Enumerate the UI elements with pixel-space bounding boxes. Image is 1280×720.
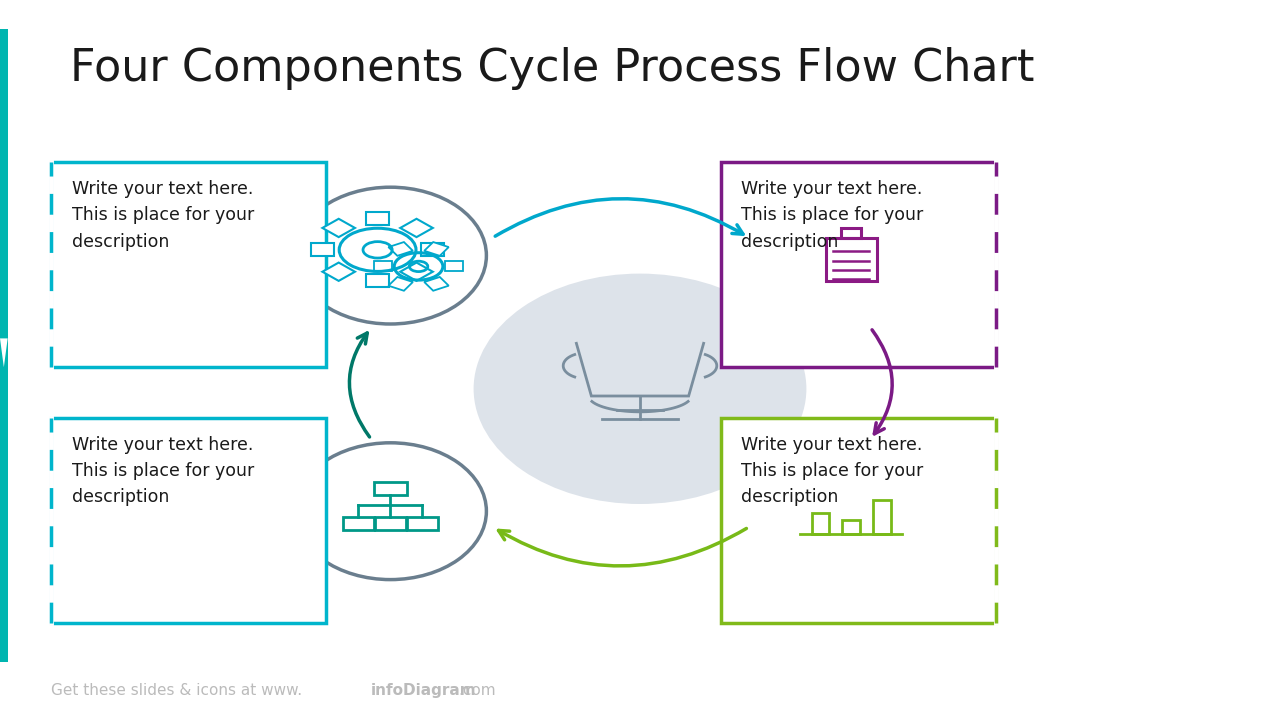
Text: Write your text here.
This is place for your
description: Write your text here. This is place for … bbox=[72, 180, 253, 251]
Bar bbox=[401, 263, 433, 281]
Bar bbox=[323, 219, 355, 237]
Bar bbox=[424, 242, 449, 256]
Bar bbox=[311, 243, 334, 256]
Bar bbox=[343, 517, 374, 530]
Ellipse shape bbox=[474, 274, 806, 504]
FancyArrowPatch shape bbox=[872, 330, 892, 434]
Bar bbox=[424, 277, 449, 291]
Bar bbox=[721, 162, 996, 367]
Text: Write your text here.
This is place for your
description: Write your text here. This is place for … bbox=[741, 436, 923, 506]
Ellipse shape bbox=[294, 443, 486, 580]
Bar bbox=[374, 261, 392, 271]
FancyArrowPatch shape bbox=[495, 199, 744, 236]
Bar bbox=[323, 263, 355, 281]
Polygon shape bbox=[0, 338, 8, 367]
Text: infoDiagram: infoDiagram bbox=[371, 683, 477, 698]
Bar bbox=[51, 418, 326, 623]
Bar bbox=[842, 520, 860, 534]
Text: Write your text here.
This is place for your
description: Write your text here. This is place for … bbox=[741, 180, 923, 251]
Bar bbox=[721, 418, 996, 623]
Text: .com: .com bbox=[458, 683, 495, 698]
Bar bbox=[826, 238, 877, 281]
Bar bbox=[407, 517, 438, 530]
Ellipse shape bbox=[755, 443, 947, 580]
Bar bbox=[401, 219, 433, 237]
Bar bbox=[388, 242, 413, 256]
Text: Write your text here.
This is place for your
description: Write your text here. This is place for … bbox=[72, 436, 253, 506]
Ellipse shape bbox=[755, 187, 947, 324]
Bar bbox=[0, 29, 8, 662]
Bar bbox=[812, 513, 829, 534]
Bar bbox=[388, 277, 413, 291]
FancyArrowPatch shape bbox=[498, 528, 746, 566]
Text: Get these slides & icons at www.: Get these slides & icons at www. bbox=[51, 683, 302, 698]
Bar bbox=[366, 274, 389, 287]
Ellipse shape bbox=[294, 187, 486, 324]
Bar bbox=[873, 500, 891, 534]
Text: Four Components Cycle Process Flow Chart: Four Components Cycle Process Flow Chart bbox=[70, 47, 1036, 90]
Bar bbox=[841, 228, 861, 238]
Bar bbox=[374, 482, 407, 495]
Bar bbox=[421, 243, 444, 256]
FancyArrowPatch shape bbox=[349, 333, 370, 437]
Bar bbox=[51, 162, 326, 367]
Bar bbox=[366, 212, 389, 225]
Bar bbox=[445, 261, 463, 271]
Bar bbox=[375, 517, 406, 530]
